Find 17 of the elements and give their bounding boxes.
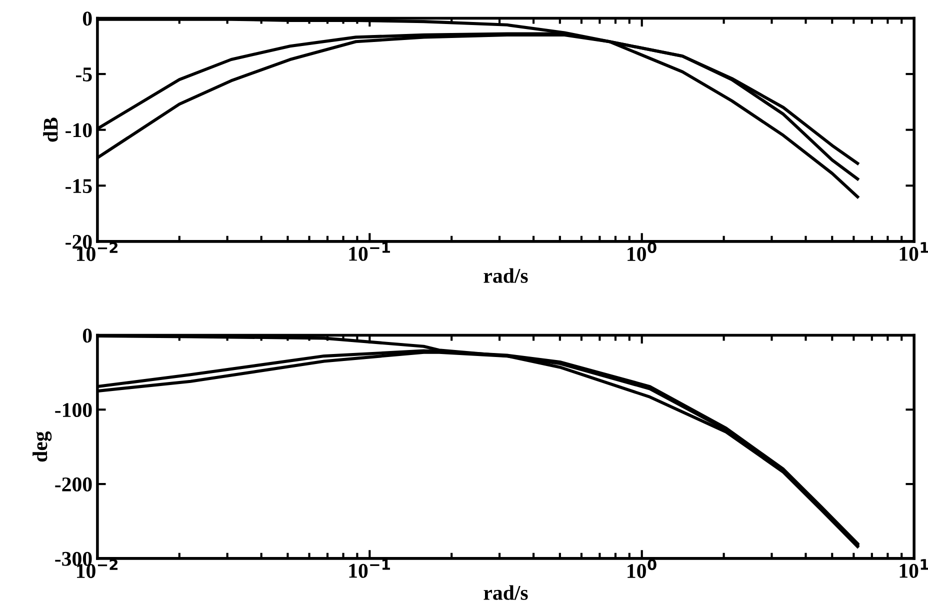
x-tick-label: 10$^{1}$	[900, 559, 928, 578]
x-tick-label: 10$^{0}$	[628, 559, 656, 578]
y-tick-label: 0	[82, 328, 92, 343]
x-tick-label: 10$^{−1}$	[349, 559, 390, 578]
x-axis-title: rad/s	[484, 268, 528, 283]
y-axis-title: deg	[32, 431, 52, 462]
y-tick-label: -5	[76, 68, 92, 82]
x-axis-title: rad/s	[484, 585, 528, 600]
x-tick-label: 10$^{1}$	[900, 242, 928, 261]
y-tick-label: -10	[66, 123, 92, 138]
y-tick-label: -200	[55, 477, 92, 492]
x-tick-label: 10$^{−1}$	[349, 242, 390, 261]
y-tick-label: 0	[82, 12, 92, 26]
y-axis-title: dB	[43, 118, 58, 142]
x-tick-label: 10$^{0}$	[628, 242, 656, 262]
y-tick-label: -100	[55, 402, 92, 418]
y-tick-label: -15	[66, 179, 92, 194]
